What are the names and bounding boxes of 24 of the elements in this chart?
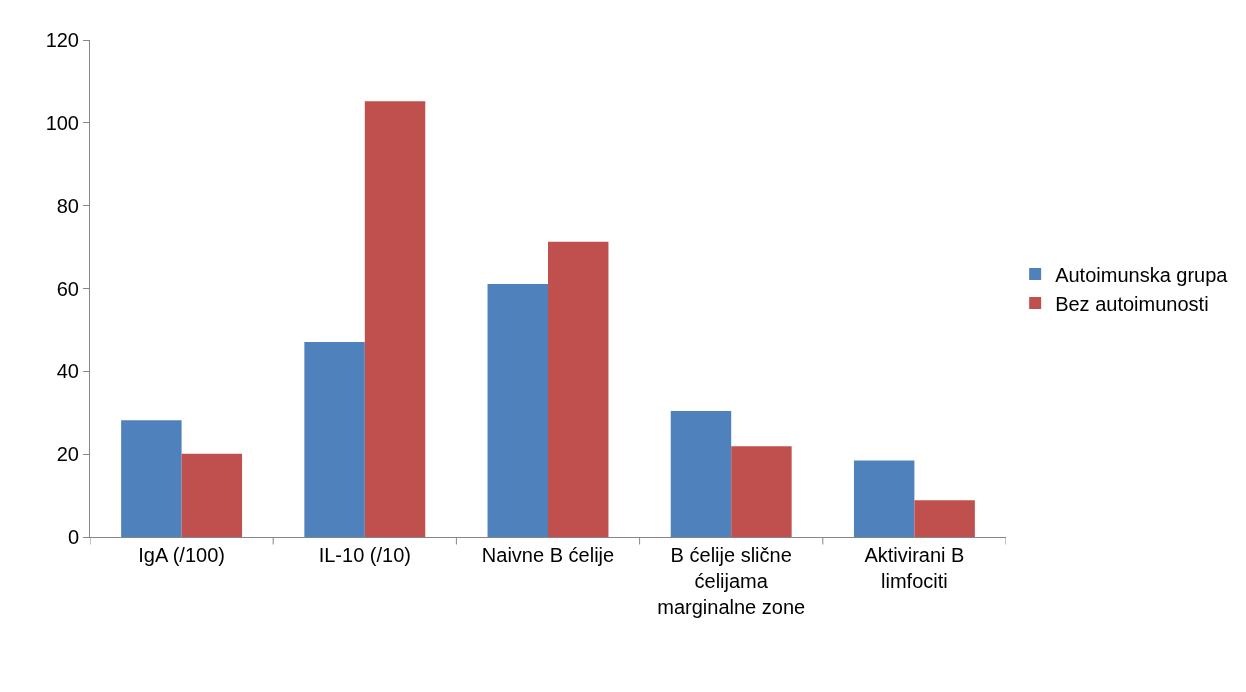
bar bbox=[304, 341, 365, 537]
bar bbox=[670, 411, 732, 537]
x-tick-label: IL-10 (/10) bbox=[318, 544, 411, 566]
y-tick-label: 0 bbox=[67, 526, 79, 548]
y-tick-label: 100 bbox=[45, 111, 79, 134]
y-tick-label: 40 bbox=[56, 360, 79, 383]
bar bbox=[181, 453, 243, 537]
y-tick-label: 120 bbox=[45, 29, 79, 51]
y-tick-label: 80 bbox=[56, 194, 79, 217]
y-tick-label: 60 bbox=[56, 277, 79, 300]
bar bbox=[487, 283, 548, 537]
bar bbox=[121, 420, 182, 537]
x-tick-label: Naivne B ćelije bbox=[481, 544, 615, 566]
x-tick-label: Aktivirani B limfociti bbox=[864, 544, 965, 592]
legend-label: Bez autoimunosti bbox=[1055, 292, 1209, 315]
x-tick-label: B ćelije slične ćelijama marginalne zone bbox=[657, 544, 806, 618]
bar bbox=[731, 446, 792, 537]
x-tick-label: IgA (/100) bbox=[138, 544, 225, 566]
y-tick-label: 20 bbox=[56, 443, 79, 466]
bar bbox=[853, 460, 915, 537]
bar bbox=[364, 101, 426, 537]
bar bbox=[914, 500, 975, 537]
bar bbox=[548, 241, 609, 537]
legend-label: Autoimunska grupa bbox=[1055, 263, 1229, 286]
